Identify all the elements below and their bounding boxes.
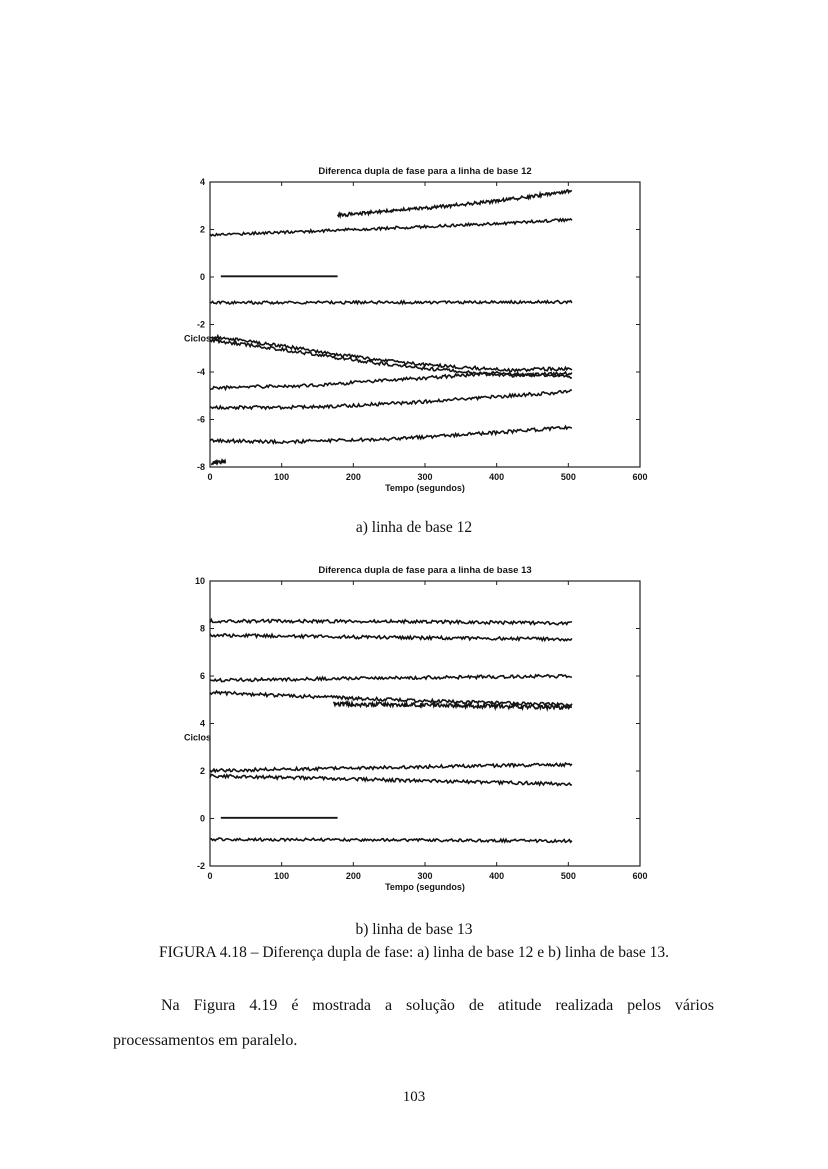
body-paragraph-line-2: processamentos em paralelo. (113, 1032, 298, 1049)
page-number: 103 (402, 1089, 426, 1105)
y-tick-label: 4 (200, 177, 205, 187)
chart-svg: Diferenca dupla de fase para a linha de … (184, 565, 648, 892)
data-trace-trace-4 (209, 689, 573, 708)
x-axis-label: Tempo (segundos) (385, 882, 465, 892)
x-tick-label: 500 (561, 871, 576, 881)
body-paragraph: Na Figura 4.19 é mostrada a solução de a… (113, 988, 714, 1058)
data-trace-trace-10-stub (210, 457, 227, 466)
y-tick-label: -2 (197, 861, 205, 871)
x-tick-label: 400 (489, 472, 504, 482)
y-axis-label: Ciclos (184, 733, 211, 743)
data-trace-trace-3 (209, 673, 573, 683)
subcaption-a: a) linha de base 12 (355, 519, 473, 536)
data-trace-trace-9 (209, 836, 573, 844)
x-tick-label: 0 (207, 871, 212, 881)
body-paragraph-line-1: Na Figura 4.19 é mostrada a solução de a… (161, 997, 714, 1014)
chart-svg: Diferenca dupla de fase para a linha de … (184, 166, 648, 493)
x-axis-label: Tempo (segundos) (385, 483, 465, 493)
plot-area (209, 580, 641, 867)
chart-double-phase-difference-base-13: Diferenca dupla de fase para a linha de … (170, 557, 670, 902)
y-tick-label: 10 (195, 576, 205, 586)
x-tick-label: 400 (489, 871, 504, 881)
data-trace-trace-7 (209, 370, 573, 392)
x-tick-label: 300 (417, 871, 432, 881)
y-tick-label: -2 (197, 320, 205, 330)
chart-title: Diferenca dupla de fase para a linha de … (318, 565, 531, 576)
x-tick-label: 100 (274, 871, 289, 881)
x-tick-label: 600 (632, 472, 647, 482)
data-trace-trace-1 (209, 617, 573, 626)
x-tick-label: 100 (274, 472, 289, 482)
chart-title: Diferenca dupla de fase para a linha de … (318, 166, 531, 177)
y-tick-label: 0 (200, 814, 205, 824)
y-tick-label: 4 (200, 719, 205, 729)
data-trace-trace-1 (209, 217, 573, 237)
y-tick-label: -4 (197, 367, 205, 377)
y-tick-label: 0 (200, 272, 205, 282)
data-trace-trace-2 (336, 188, 573, 220)
x-tick-label: 300 (417, 472, 432, 482)
x-tick-label: 500 (561, 472, 576, 482)
data-trace-trace-6 (209, 761, 573, 774)
x-tick-label: 200 (346, 472, 361, 482)
data-trace-trace-2 (209, 632, 573, 643)
data-trace-trace-5 (209, 333, 573, 373)
y-tick-label: 2 (200, 225, 205, 235)
x-tick-label: 0 (207, 472, 212, 482)
x-tick-label: 200 (346, 871, 361, 881)
chart-double-phase-difference-base-12: Diferenca dupla de fase para a linha de … (170, 158, 670, 503)
data-trace-trace-9 (209, 424, 573, 445)
y-tick-label: 6 (200, 671, 205, 681)
figure-caption: FIGURA 4.18 – Diferença dupla de fase: a… (158, 944, 670, 961)
data-trace-trace-4 (209, 299, 573, 306)
y-tick-label: -8 (197, 462, 205, 472)
x-tick-label: 600 (632, 871, 647, 881)
data-trace-trace-5 (332, 699, 572, 712)
data-trace-trace-7 (209, 773, 573, 787)
data-trace-trace-8 (209, 389, 573, 411)
y-tick-label: 2 (200, 766, 205, 776)
y-tick-label: 8 (200, 624, 205, 634)
y-tick-label: -6 (197, 415, 205, 425)
subcaption-b: b) linha de base 13 (355, 921, 473, 938)
y-axis-label: Ciclos (184, 334, 211, 344)
